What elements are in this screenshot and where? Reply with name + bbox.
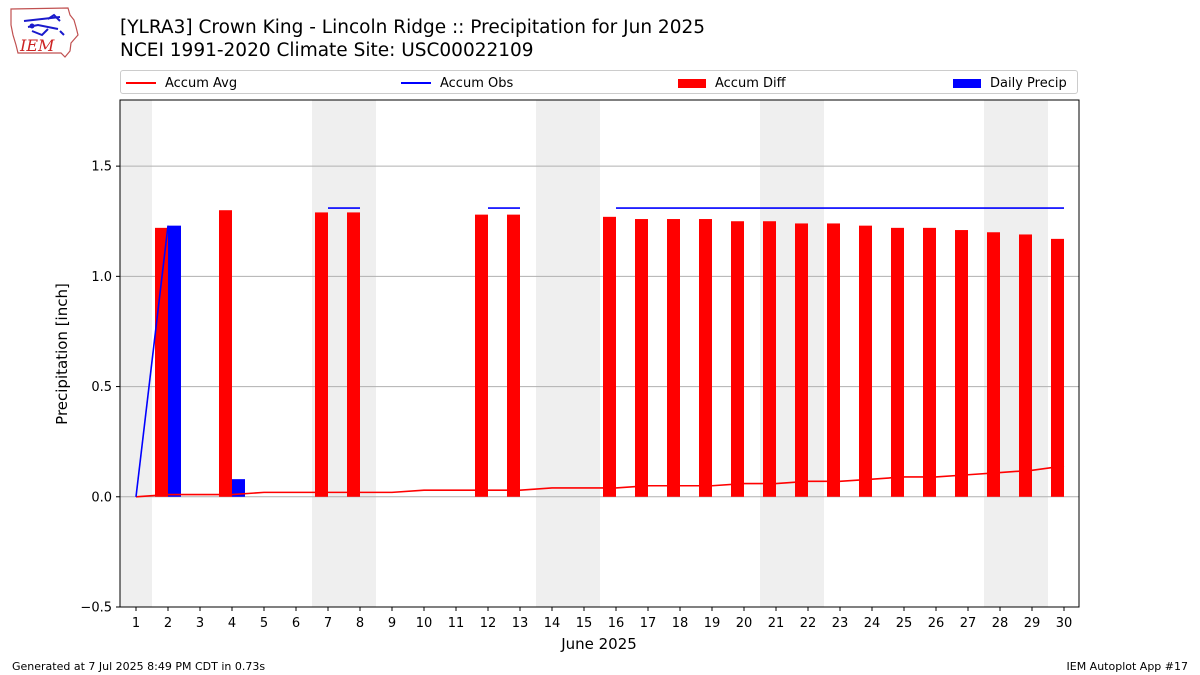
legend-swatch-accum-obs	[401, 82, 431, 84]
x-tick-label: 15	[576, 616, 593, 631]
legend-label-accum-avg: Accum Avg	[165, 75, 238, 91]
y-tick-label: 1.5	[91, 160, 112, 175]
bar-accum-diff-day-12	[475, 214, 488, 497]
bar-accum-diff-day-17	[635, 219, 648, 497]
iem-logo: IEM	[10, 7, 79, 58]
bar-accum-diff-day-4	[219, 210, 232, 497]
weekend-shade-0	[120, 100, 152, 607]
legend: Accum Avg Accum Obs Accum Diff Daily Pre…	[120, 70, 1078, 94]
legend-item-accum-avg: Accum Avg	[126, 74, 237, 92]
x-tick-label: 8	[356, 616, 364, 631]
x-tick-label: 3	[196, 616, 204, 631]
legend-item-accum-diff: Accum Diff	[678, 74, 786, 92]
x-tick-label: 29	[1024, 616, 1041, 631]
x-tick-label: 16	[608, 616, 625, 631]
y-tick-label: −0.5	[80, 601, 112, 616]
bar-daily-precip-day-2	[168, 225, 181, 497]
bar-accum-diff-day-30	[1051, 238, 1064, 497]
bar-accum-diff-day-29	[1019, 234, 1032, 497]
x-tick-label: 9	[388, 616, 396, 631]
x-axis-label: June 2025	[560, 635, 637, 653]
x-tick-label: 7	[324, 616, 332, 631]
bar-accum-diff-day-26	[923, 227, 936, 497]
bar-accum-diff-day-13	[507, 214, 520, 497]
x-tick-label: 19	[704, 616, 721, 631]
bar-accum-diff-day-18	[667, 219, 680, 497]
bar-accum-diff-day-22	[795, 223, 808, 497]
legend-label-accum-diff: Accum Diff	[715, 75, 786, 91]
bar-accum-diff-day-24	[859, 225, 872, 497]
bar-accum-diff-day-23	[827, 223, 840, 497]
bar-accum-diff-day-27	[955, 230, 968, 497]
bar-accum-diff-day-8	[347, 212, 360, 497]
x-tick-label: 21	[768, 616, 785, 631]
x-tick-label: 5	[260, 616, 268, 631]
x-tick-label: 1	[132, 616, 140, 631]
bar-daily-precip-day-4	[232, 479, 245, 497]
bar-accum-diff-day-19	[699, 219, 712, 497]
bar-accum-diff-day-25	[891, 227, 904, 497]
legend-swatch-accum-avg	[126, 82, 156, 84]
legend-swatch-accum-diff	[678, 78, 706, 88]
x-tick-label: 27	[960, 616, 977, 631]
x-tick-label: 2	[164, 616, 172, 631]
x-tick-label: 10	[416, 616, 433, 631]
x-tick-label: 13	[512, 616, 529, 631]
x-tick-label: 18	[672, 616, 689, 631]
legend-label-accum-obs: Accum Obs	[440, 75, 514, 91]
y-tick-label: 0.5	[91, 380, 112, 395]
line-accum-obs-segment-0	[135, 225, 169, 497]
y-axis-label: Precipitation [inch]	[53, 283, 71, 425]
plot-frame	[119, 99, 1080, 608]
x-tick-label: 23	[832, 616, 849, 631]
bar-accum-diff-day-7	[315, 212, 328, 497]
footer-generated-text: Generated at 7 Jul 2025 8:49 PM CDT in 0…	[12, 660, 266, 673]
x-tick-label: 11	[448, 616, 465, 631]
x-tick-label: 24	[864, 616, 881, 631]
bar-accum-diff-day-20	[731, 221, 744, 497]
x-tick-label: 12	[480, 616, 497, 631]
x-tick-label: 6	[292, 616, 300, 631]
bar-accum-diff-day-16	[603, 216, 616, 497]
x-tick-label: 22	[800, 616, 817, 631]
bar-accum-diff-day-2	[155, 227, 168, 497]
x-tick-label: 28	[992, 616, 1009, 631]
chart-title: [YLRA3] Crown King - Lincoln Ridge :: Pr…	[120, 17, 705, 38]
weekend-shade-2	[536, 100, 600, 607]
bar-accum-diff-day-28	[987, 232, 1000, 497]
legend-item-accum-obs: Accum Obs	[401, 74, 513, 92]
y-tick-label: 0.0	[91, 490, 112, 505]
x-tick-label: 26	[928, 616, 945, 631]
x-tick-label: 20	[736, 616, 753, 631]
logo-text: IEM	[19, 36, 55, 55]
chart-subtitle: NCEI 1991-2020 Climate Site: USC00022109	[120, 40, 534, 61]
legend-item-daily-precip: Daily Precip	[953, 74, 1067, 92]
x-tick-label: 17	[640, 616, 657, 631]
y-tick-label: 1.0	[91, 270, 112, 285]
x-tick-label: 4	[228, 616, 236, 631]
legend-swatch-daily-precip	[953, 78, 981, 88]
footer-app-text: IEM Autoplot App #17	[1066, 660, 1189, 673]
x-tick-label: 25	[896, 616, 913, 631]
x-tick-label: 14	[544, 616, 561, 631]
legend-label-daily-precip: Daily Precip	[990, 75, 1067, 91]
bar-accum-diff-day-21	[763, 221, 776, 497]
x-tick-label: 30	[1056, 616, 1073, 631]
line-accum-avg-segment-0	[135, 465, 1065, 498]
